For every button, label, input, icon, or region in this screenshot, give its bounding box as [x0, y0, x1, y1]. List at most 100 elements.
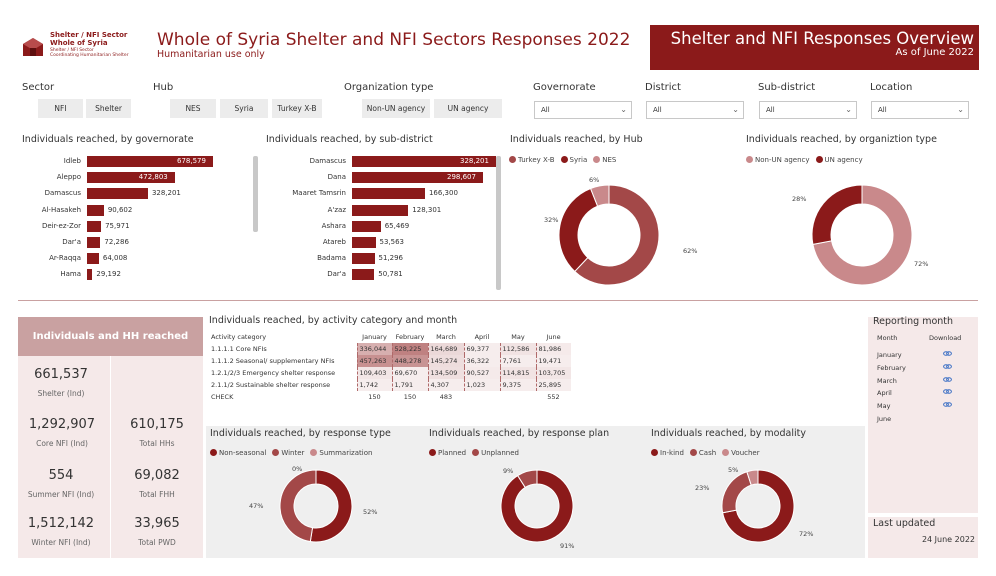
- bar[interactable]: [87, 172, 175, 184]
- download-link-icon[interactable]: [943, 401, 952, 410]
- governorate-dropdown[interactable]: All ⌄: [534, 101, 632, 119]
- bar[interactable]: [87, 220, 102, 232]
- response-plan-donut[interactable]: Planned Unplanned 91% 9%: [425, 444, 643, 558]
- bar[interactable]: [352, 253, 375, 265]
- org-nonun-button[interactable]: Non-UN agency: [362, 99, 430, 118]
- hub-nes-button[interactable]: NES: [170, 99, 216, 118]
- subdistrict-dropdown[interactable]: All ⌄: [759, 101, 857, 119]
- kpi-header: Individuals and HH reached: [18, 317, 203, 356]
- column-header: Activity category: [211, 333, 267, 341]
- slice-percent-label: 47%: [249, 502, 264, 510]
- table-row[interactable]: 1.1.1.1 Core NFIs 336,044 528,225 164,689 69…: [209, 343, 571, 355]
- location-dropdown[interactable]: All ⌄: [871, 101, 969, 119]
- kpi-label: Shelter (Ind): [37, 389, 85, 398]
- donut-slice[interactable]: [558, 187, 599, 273]
- modality-donut[interactable]: In-kind Cash Voucher 72% 23% 5%: [647, 444, 865, 558]
- download-link-icon[interactable]: [943, 388, 952, 397]
- bar[interactable]: [352, 204, 409, 216]
- month-value-cell: 336,044: [356, 343, 392, 355]
- banner-title: Shelter and NFI Responses Overview: [670, 29, 974, 48]
- activity-category-cell: 1.1.1.2 Seasonal/ supplementary NFIs: [211, 357, 335, 365]
- slice-percent-label: 9%: [503, 467, 514, 475]
- donut-slice[interactable]: [812, 184, 913, 286]
- response-type-donut[interactable]: Non-seasonal Winter Summarization 52% 47% 0%: [206, 444, 421, 558]
- donut-slice[interactable]: [574, 184, 660, 286]
- donut-slice[interactable]: [722, 469, 795, 543]
- table-row[interactable]: 1.2.1/2/3 Emergency shelter response 109,…: [209, 367, 571, 379]
- logo-icon: [23, 38, 43, 56]
- list-item: March: [877, 377, 972, 390]
- donut-slice[interactable]: [746, 469, 759, 486]
- kpi-value: 610,175: [130, 417, 184, 432]
- slice-percent-label: 6%: [589, 176, 600, 184]
- bar[interactable]: [352, 269, 375, 281]
- bar[interactable]: [352, 156, 496, 167]
- bar-category-label: Idleb: [63, 157, 81, 165]
- sector-logo: Shelter / NFI Sector Whole of Syria Shel…: [20, 32, 145, 66]
- month-value-cell: 9,375: [499, 379, 536, 391]
- legend-swatch: [472, 449, 480, 456]
- district-value: All: [653, 106, 662, 114]
- download-link-icon[interactable]: [943, 376, 952, 385]
- month-label: April: [877, 389, 892, 398]
- donut-slice[interactable]: [279, 469, 317, 543]
- bar[interactable]: [87, 269, 93, 281]
- donut-slice[interactable]: [517, 469, 538, 489]
- month-value-cell: [500, 391, 536, 403]
- bar[interactable]: [87, 156, 213, 167]
- bar[interactable]: [352, 220, 381, 232]
- bar[interactable]: [87, 253, 99, 265]
- activity-table[interactable]: Activity category January February March…: [209, 331, 571, 403]
- bar[interactable]: [87, 188, 148, 200]
- district-dropdown[interactable]: All ⌄: [646, 101, 744, 119]
- month-label: May: [877, 402, 891, 411]
- hub-filter-label: Hub: [153, 82, 174, 93]
- donut-slice[interactable]: [589, 184, 610, 207]
- month-value-cell: 103,705: [535, 367, 571, 379]
- org-donut-chart[interactable]: Non-UN agency UN agency 72% 28%: [742, 150, 967, 290]
- org-chart-title: Individuals reached, by organiztion type: [746, 134, 937, 145]
- bar[interactable]: [352, 237, 376, 248]
- download-link-icon[interactable]: [943, 350, 952, 359]
- hub-donut-chart[interactable]: Turkey X-B Syria NES 62% 32% 6%: [505, 150, 720, 290]
- last-updated-date: 24 June 2022: [921, 535, 975, 544]
- kpi-label: Total PWD: [138, 538, 176, 547]
- slice-percent-label: 28%: [792, 195, 807, 203]
- table-row[interactable]: 1.1.1.2 Seasonal/ supplementary NFIs 457,…: [209, 355, 571, 367]
- table-row[interactable]: 2.1.1/2 Sustainable shelter response 1,74…: [209, 379, 571, 391]
- bar[interactable]: [87, 204, 104, 216]
- activity-category-cell: 2.1.1/2 Sustainable shelter response: [211, 381, 331, 389]
- donut-slice[interactable]: [500, 469, 574, 543]
- bar-category-label: Al-Hasakeh: [41, 205, 81, 214]
- kpi-value: 33,965: [134, 516, 180, 531]
- scrollbar-2[interactable]: [496, 156, 501, 290]
- kpi-value: 1,512,142: [27, 516, 95, 531]
- month-value-cell: 1,742: [356, 379, 392, 391]
- hub-turkey-button[interactable]: Turkey X-B: [272, 99, 322, 118]
- chevron-down-icon: ⌄: [732, 105, 739, 114]
- bar-category-label: Dar'a: [62, 238, 81, 246]
- donut-slice[interactable]: [811, 184, 863, 245]
- slice-percent-label: 32%: [544, 216, 559, 224]
- kpi-value: 554: [48, 468, 74, 483]
- chevron-down-icon: ⌄: [957, 105, 964, 114]
- subdistrict-bar-chart[interactable]: Damascus 328,201 Dana 298,607 Maaret Tamsrin…: [262, 156, 498, 286]
- bar[interactable]: [352, 172, 483, 184]
- bar[interactable]: [87, 237, 101, 248]
- sector-shelter-button[interactable]: Shelter: [86, 99, 131, 118]
- bar-category-label: Ar-Raqqa: [49, 254, 81, 263]
- sector-nfi-button[interactable]: NFI: [38, 99, 83, 118]
- donut-slice[interactable]: [309, 469, 353, 543]
- hub-syria-button[interactable]: Syria: [220, 99, 268, 118]
- legend-label: Winter: [281, 449, 305, 457]
- donut-slice[interactable]: [721, 471, 752, 514]
- scrollbar[interactable]: [253, 156, 258, 232]
- last-updated-label: Last updated: [873, 518, 936, 529]
- bar[interactable]: [352, 188, 425, 200]
- governorate-bar-chart[interactable]: Idleb 678,579 Aleppo 472,803 Damascus 328,201…: [22, 156, 252, 286]
- table-row[interactable]: CHECK 150 150 483 552: [209, 391, 571, 403]
- org-un-button[interactable]: UN agency: [434, 99, 502, 118]
- download-link-icon[interactable]: [943, 363, 952, 372]
- column-header: June: [546, 333, 561, 341]
- bar-value-label: 328,201: [460, 157, 489, 165]
